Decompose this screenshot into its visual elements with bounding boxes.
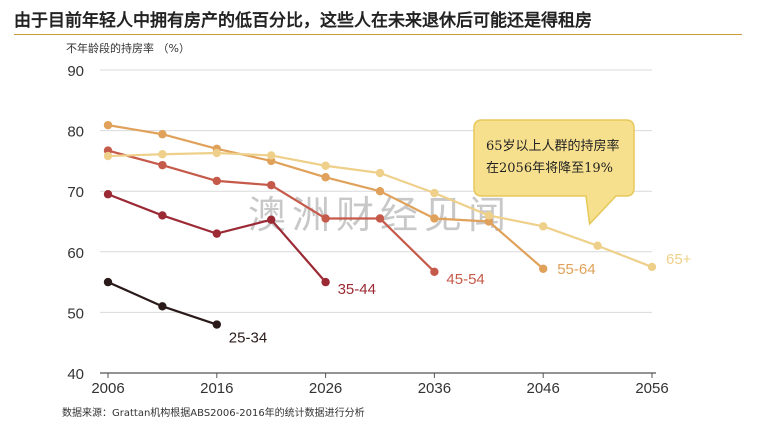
- data-point-35-44-2021: [267, 215, 276, 224]
- x-tick-label-2006: 2006: [91, 380, 124, 397]
- data-point-55-64-2036: [430, 214, 439, 223]
- data-point-65+-2021: [267, 151, 276, 160]
- data-point-55-64-2026: [321, 173, 330, 182]
- data-point-35-44-2016: [212, 229, 221, 238]
- callout-text-line1: 65岁以上人群的持房率: [486, 138, 620, 154]
- y-tick-label-60: 60: [67, 245, 84, 262]
- y-tick-label-70: 70: [67, 184, 84, 201]
- data-point-55-64-2046: [539, 264, 548, 273]
- callout-text-line2: 在2056年将降至19%: [486, 161, 613, 176]
- y-tick-labels: 40 50 60 70 80 90: [67, 63, 84, 383]
- data-point-55-64-2031: [375, 187, 385, 196]
- data-point-65+-2046: [539, 222, 548, 231]
- data-point-45-54-2031: [375, 214, 385, 223]
- x-tick-label-2046: 2046: [527, 380, 560, 397]
- data-point-65+-2041: [484, 211, 493, 220]
- chart-title: 由于目前年轻人中拥有房产的低百分比，这些人在未来退休后可能还是得租房: [14, 11, 592, 31]
- source-note: 数据来源：Grattan机构根据ABS2006-2016年的统计数据进行分析: [62, 408, 365, 419]
- data-point-55-64-2041: [484, 217, 493, 226]
- x-tick-label-2036: 2036: [418, 380, 451, 397]
- x-tick-label-2026: 2026: [309, 380, 342, 397]
- series-label-45-54: 45-54: [446, 271, 484, 288]
- data-point-45-54-2016: [212, 176, 221, 186]
- data-point-45-54-2011: [158, 160, 167, 170]
- gridlines: [100, 69, 656, 378]
- data-point-65+-2016: [212, 148, 221, 158]
- series-label-25-34: 25-34: [229, 330, 267, 347]
- data-point-45-54-2036: [430, 267, 439, 276]
- watermark-text: 澳洲财经见闻: [248, 193, 512, 237]
- callout-bubble: 65岁以上人群的持房率 在2056年将降至19%: [473, 119, 635, 226]
- data-point-35-44-2011: [158, 211, 167, 220]
- series-labels: 25-34 35-44 45-54 55-64 65+: [229, 251, 692, 347]
- callout-shape: [473, 119, 635, 226]
- data-point-65+-2031: [375, 168, 385, 178]
- y-tick-label-50: 50: [67, 305, 84, 322]
- x-tick-label-2016: 2016: [200, 380, 233, 397]
- data-point-55-64-2011: [158, 130, 167, 139]
- data-point-65+-2011: [158, 150, 167, 159]
- data-point-65+-2036: [430, 188, 439, 198]
- series-lines: [103, 120, 657, 329]
- data-point-25-34-2016: [212, 320, 221, 329]
- x-tick-label-2056: 2056: [635, 380, 668, 397]
- data-point-65+-2056: [647, 262, 657, 272]
- data-point-65+-2006: [103, 151, 113, 161]
- data-point-35-44-2026: [321, 277, 330, 287]
- series-label-65+: 65+: [666, 251, 692, 268]
- data-point-25-34-2011: [158, 302, 167, 311]
- y-axis-unit-label: 不年龄段的持房率 （%）: [66, 42, 190, 55]
- data-point-65+-2026: [321, 161, 330, 170]
- data-point-35-44-2006: [103, 190, 113, 199]
- series-label-55-64: 55-64: [557, 261, 595, 278]
- title-divider: [14, 34, 742, 35]
- y-tick-label-80: 80: [67, 124, 84, 141]
- data-point-45-54-2021: [267, 180, 276, 190]
- series-label-35-44: 35-44: [338, 281, 376, 298]
- data-point-25-34-2006: [103, 277, 113, 287]
- data-point-65+-2051: [593, 241, 602, 250]
- data-point-55-64-2006: [103, 120, 113, 130]
- y-tick-label-40: 40: [67, 366, 84, 383]
- x-tick-labels: 2006 2016 2026 2036 2046 2056: [91, 380, 668, 397]
- data-point-45-54-2026: [321, 214, 330, 223]
- y-tick-label-90: 90: [67, 63, 84, 80]
